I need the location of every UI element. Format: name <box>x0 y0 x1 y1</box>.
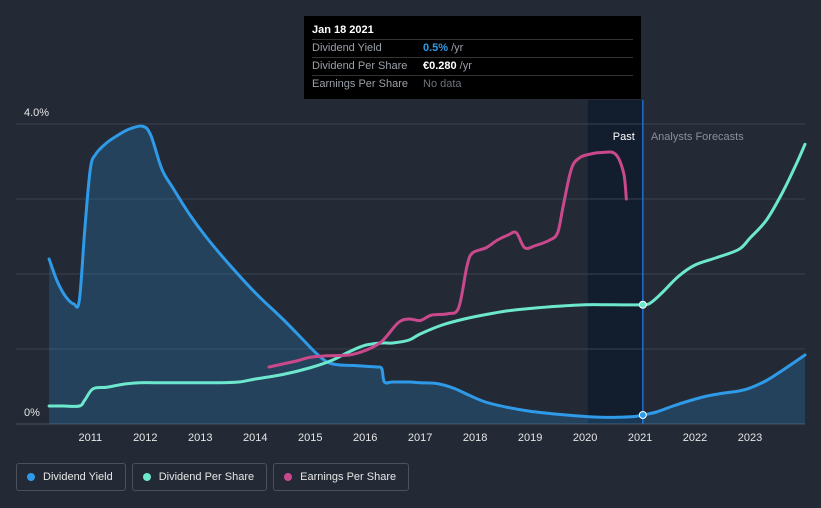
tooltip-label: Dividend Per Share <box>312 60 408 72</box>
x-tick-label: 2014 <box>243 432 267 444</box>
legend-dot-icon <box>284 473 293 481</box>
tooltip-date: Jan 18 2021 <box>312 22 633 40</box>
dividend-yield-marker <box>638 411 647 419</box>
chart-grid <box>16 123 805 425</box>
x-axis-ticks: 2011 2012 2013 2014 2015 2016 2017 2018 2019 2020… <box>79 432 763 444</box>
x-tick-label: 2012 <box>133 432 157 444</box>
past-label: Past <box>613 131 635 143</box>
x-tick-label: 2013 <box>188 432 212 444</box>
legend-item-dividend-per-share[interactable]: Dividend Per Share <box>131 463 268 491</box>
tooltip-row-dividend-per-share: Dividend Per Share €0.280 /yr <box>312 58 633 76</box>
x-tick-label: 2023 <box>738 432 762 444</box>
x-tick-label: 2016 <box>353 432 377 444</box>
legend-label: Earnings Per Share <box>300 471 397 483</box>
tooltip-row-earnings-per-share: Earnings Per Share No data <box>312 76 633 93</box>
earnings-per-share-line <box>267 150 628 369</box>
legend-item-dividend-yield[interactable]: Dividend Yield <box>16 463 126 491</box>
chart-legend: Dividend Yield Dividend Per Share Earnin… <box>16 463 410 491</box>
tooltip-label: Earnings Per Share <box>312 78 408 90</box>
y-axis-bottom-label: 0% <box>24 407 40 419</box>
tooltip-unit: /yr <box>459 60 472 72</box>
tooltip-value: €0.280 <box>423 60 457 72</box>
x-tick-label: 2020 <box>573 432 597 444</box>
x-tick-label: 2019 <box>518 432 542 444</box>
x-tick-label: 2021 <box>628 432 652 444</box>
legend-item-earnings-per-share[interactable]: Earnings Per Share <box>273 463 410 491</box>
legend-dot-icon <box>142 473 151 481</box>
x-tick-label: 2018 <box>463 432 487 444</box>
dividend-yield-area <box>49 126 806 425</box>
x-tick-label: 2017 <box>408 432 432 444</box>
dividend-per-share-line <box>47 142 807 408</box>
dividend-yield-line <box>47 124 807 419</box>
analysts-forecasts-label: Analysts Forecasts <box>651 131 744 143</box>
legend-label: Dividend Yield <box>43 471 113 483</box>
x-tick-label: 2015 <box>298 432 322 444</box>
tooltip-value: 0.5% <box>423 42 449 54</box>
x-tick-label: 2011 <box>79 432 103 444</box>
legend-dot-icon <box>27 473 35 481</box>
past-region-shade <box>587 100 643 424</box>
series-layer <box>47 124 807 425</box>
x-tick-label: 2022 <box>683 432 707 444</box>
tooltip-unit: /yr <box>451 42 464 54</box>
tooltip-row-dividend-yield: Dividend Yield 0.5% /yr <box>312 40 633 58</box>
tooltip-label: Dividend Yield <box>312 42 382 54</box>
marker-layer <box>638 300 647 419</box>
legend-label: Dividend Per Share <box>158 471 255 483</box>
tooltip-value: No data <box>423 78 462 90</box>
data-tooltip: Jan 18 2021 Dividend Yield 0.5% /yr Divi… <box>304 16 641 99</box>
dividend-per-share-marker <box>638 300 647 309</box>
y-axis-top-label: 4.0% <box>24 107 49 119</box>
